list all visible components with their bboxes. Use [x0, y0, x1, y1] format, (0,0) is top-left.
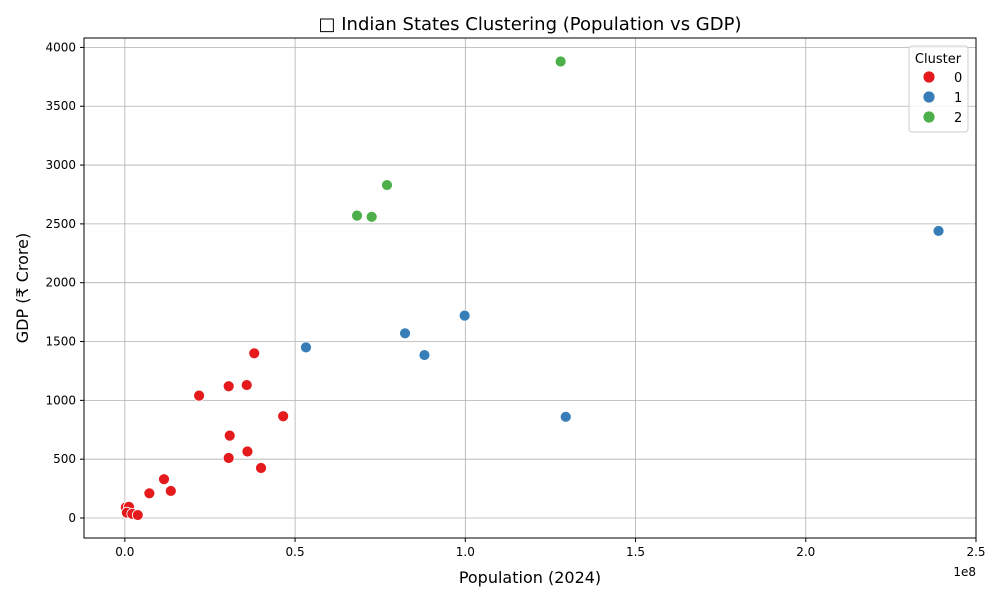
data-point-cluster-0 — [158, 473, 170, 486]
legend-marker — [922, 70, 936, 84]
legend: Cluster 0 1 2 — [908, 45, 969, 133]
axis-ticks: 0.0 0.5 1.0 1.5 2.0 2.5 0 500 1000 1500 2000 2500 30… — [45, 40, 985, 559]
data-point-cluster-0 — [131, 509, 144, 521]
data-point-cluster-0 — [223, 429, 236, 442]
data-point-cluster-1 — [458, 309, 471, 322]
data-point-cluster-1 — [399, 327, 411, 340]
data-point-cluster-2 — [381, 179, 393, 191]
y-tick-label: 0 — [68, 511, 76, 525]
x-tick-label: 0.5 — [286, 545, 305, 559]
data-point-cluster-0 — [241, 445, 254, 458]
data-point-cluster-1 — [418, 349, 431, 361]
legend-items: 0 1 2 — [922, 70, 962, 126]
y-tick-label: 4000 — [45, 40, 76, 54]
x-tick-label: 1.5 — [626, 545, 645, 559]
x-tick-label: 2.5 — [966, 545, 985, 559]
data-point-cluster-0 — [143, 487, 156, 500]
legend-label: 1 — [954, 91, 962, 106]
legend-marker — [922, 90, 936, 104]
y-tick-label: 3500 — [45, 99, 76, 113]
legend-title: Cluster — [915, 52, 962, 67]
x-tick-label: 0.0 — [115, 545, 134, 559]
plot-frame — [83, 37, 977, 539]
y-tick-label: 2500 — [45, 217, 76, 231]
data-point-cluster-0 — [240, 379, 253, 391]
data-point-cluster-1 — [932, 225, 945, 237]
x-axis-label: Population (2024) — [459, 568, 601, 587]
x-tick-label: 2.0 — [796, 545, 815, 559]
legend-label: 0 — [954, 71, 962, 86]
y-tick-label: 1000 — [45, 393, 76, 407]
data-point-cluster-1 — [559, 410, 572, 423]
data-point-cluster-0 — [222, 380, 235, 393]
chart-title: □ Indian States Clustering (Population v… — [319, 14, 742, 35]
data-point-cluster-2 — [351, 209, 363, 222]
legend-box — [908, 45, 969, 133]
data-point-cluster-2 — [554, 55, 567, 68]
data-point-cluster-0 — [277, 410, 290, 423]
y-tick-label: 1500 — [45, 335, 76, 349]
data-points — [119, 55, 945, 521]
data-point-cluster-2 — [365, 210, 378, 223]
data-point-cluster-0 — [255, 462, 267, 474]
y-tick-label: 500 — [53, 452, 76, 466]
data-point-cluster-1 — [300, 341, 312, 354]
y-tick-label: 3000 — [45, 158, 76, 172]
grid — [84, 38, 977, 538]
data-point-cluster-0 — [248, 347, 261, 360]
data-point-cluster-0 — [193, 389, 205, 402]
legend-marker — [922, 110, 936, 124]
x-tick-label: 1.0 — [456, 545, 475, 559]
data-point-cluster-0 — [222, 452, 235, 464]
y-tick-label: 2000 — [45, 276, 76, 290]
x-offset-label: 1e8 — [953, 565, 976, 579]
data-point-cluster-0 — [164, 485, 177, 497]
y-axis-label: GDP (₹ Crore) — [13, 233, 32, 343]
legend-label: 2 — [954, 111, 962, 126]
